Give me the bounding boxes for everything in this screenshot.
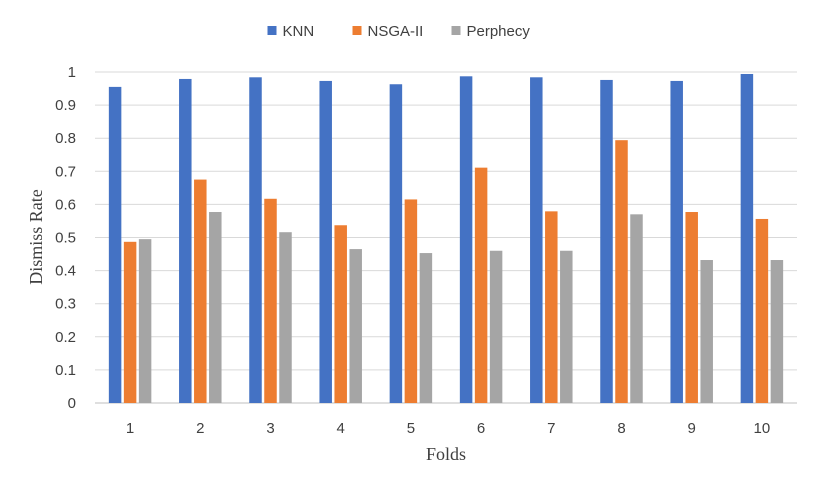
x-tick-label: 10 xyxy=(754,420,771,437)
bar-perphecy-fold-5 xyxy=(419,253,433,403)
bar-knn-fold-7 xyxy=(530,77,543,404)
bar-perphecy-fold-2 xyxy=(209,212,222,403)
bars xyxy=(108,73,784,404)
x-tick-label: 1 xyxy=(126,420,134,437)
y-tick-label: 0.1 xyxy=(55,362,76,379)
x-tick-label: 5 xyxy=(407,420,415,437)
bar-nsga-ii-fold-6 xyxy=(474,167,488,403)
bar-perphecy-fold-3 xyxy=(279,232,292,403)
y-tick-label: 0.3 xyxy=(55,296,76,313)
bar-knn-fold-10 xyxy=(740,73,754,404)
y-tick-label: 0.9 xyxy=(55,97,76,114)
bar-perphecy-fold-1 xyxy=(138,239,152,403)
bar-nsga-ii-fold-10 xyxy=(755,218,769,403)
bar-knn-fold-5 xyxy=(389,84,403,403)
bar-nsga-ii-fold-8 xyxy=(615,140,628,403)
y-tick-label: 0 xyxy=(68,395,76,412)
legend: KNN NSGA-II Perphecy xyxy=(267,23,531,40)
y-tick-label: 0.5 xyxy=(55,230,76,247)
y-tick-label: 0.7 xyxy=(55,163,76,180)
bar-nsga-ii-fold-2 xyxy=(194,179,207,403)
y-tick-label: 1 xyxy=(68,64,76,81)
y-tick-label: 0.8 xyxy=(55,130,76,147)
bar-perphecy-fold-10 xyxy=(770,260,784,403)
x-axis-title: Folds xyxy=(426,444,466,464)
y-tick-label: 0.4 xyxy=(55,263,76,280)
x-tick-label: 4 xyxy=(337,420,345,437)
bar-knn-fold-9 xyxy=(670,80,683,403)
bar-perphecy-fold-9 xyxy=(700,260,713,403)
y-tick-labels: 0 0.1 0.2 0.3 0.4 0.5 0.6 0.7 0.8 0.9 1 xyxy=(55,64,76,412)
bar-nsga-ii-fold-4 xyxy=(334,225,347,403)
bar-knn-fold-4 xyxy=(319,80,332,403)
bar-knn-fold-1 xyxy=(108,86,122,404)
legend-label-perphecy: Perphecy xyxy=(467,23,531,40)
y-tick-label: 0.6 xyxy=(55,196,76,213)
y-tick-label: 0.2 xyxy=(55,329,76,346)
x-tick-label: 7 xyxy=(547,420,555,437)
bar-perphecy-fold-4 xyxy=(349,249,362,403)
x-tick-label: 8 xyxy=(617,420,625,437)
bar-nsga-ii-fold-3 xyxy=(264,198,277,403)
y-axis-title: Dismiss Rate xyxy=(26,189,46,285)
bar-nsga-ii-fold-5 xyxy=(404,199,418,403)
legend-swatch-perphecy xyxy=(451,26,461,35)
bar-perphecy-fold-6 xyxy=(489,250,503,403)
bar-nsga-ii-fold-1 xyxy=(123,241,137,403)
bar-knn-fold-3 xyxy=(249,77,262,404)
legend-label-knn: KNN xyxy=(283,23,315,40)
x-tick-labels: 1 2 3 4 5 6 7 8 9 10 xyxy=(126,420,770,437)
legend-label-nsga-ii: NSGA-II xyxy=(368,23,424,40)
legend-swatch-knn xyxy=(267,26,277,35)
bar-knn-fold-6 xyxy=(459,76,473,403)
x-tick-label: 6 xyxy=(477,420,485,437)
bar-knn-fold-2 xyxy=(179,78,192,404)
bar-knn-fold-8 xyxy=(600,79,613,403)
bar-nsga-ii-fold-9 xyxy=(685,212,698,403)
legend-swatch-nsga-ii xyxy=(352,26,362,35)
bar-perphecy-fold-7 xyxy=(560,250,573,403)
x-tick-label: 2 xyxy=(196,420,204,437)
x-tick-label: 9 xyxy=(688,420,696,437)
bar-perphecy-fold-8 xyxy=(630,214,643,403)
x-tick-label: 3 xyxy=(266,420,274,437)
bar-nsga-ii-fold-7 xyxy=(545,211,558,403)
